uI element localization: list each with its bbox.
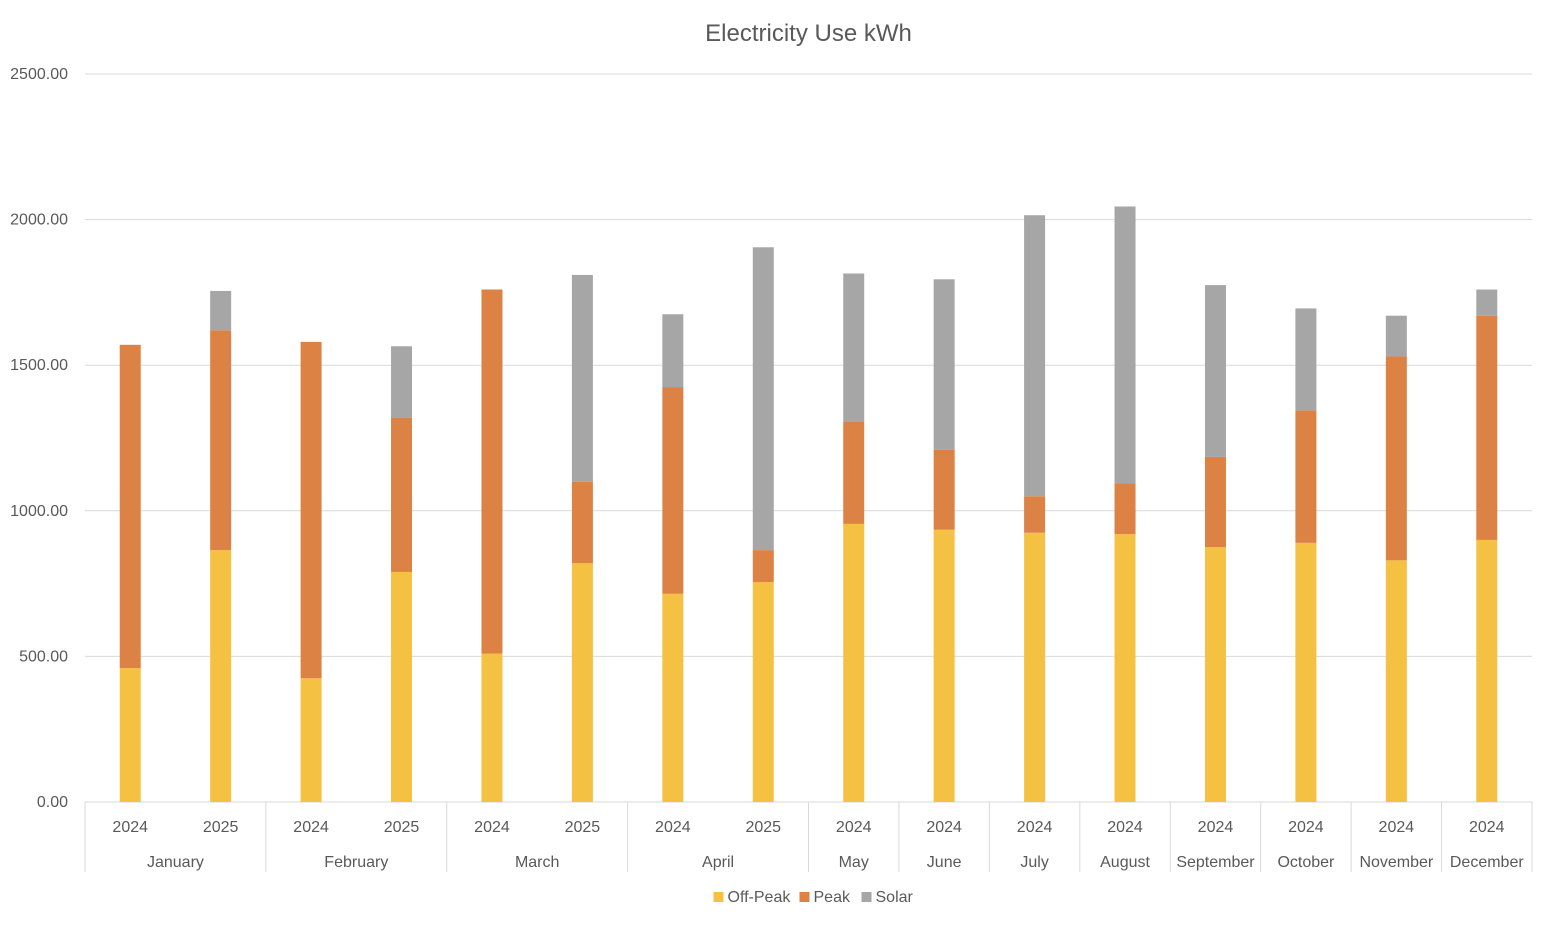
year-label: 2024 bbox=[655, 819, 691, 836]
year-label: 2024 bbox=[1379, 819, 1415, 836]
bar-segment-off-peak bbox=[210, 550, 232, 802]
bar-segment-peak bbox=[1476, 315, 1498, 540]
legend-label: Solar bbox=[876, 889, 914, 906]
y-tick-label: 0.00 bbox=[37, 794, 68, 811]
y-tick-label: 2500.00 bbox=[10, 66, 68, 83]
year-label: 2024 bbox=[1469, 819, 1505, 836]
bar-segment-solar bbox=[210, 290, 232, 331]
bar-segment-peak bbox=[1024, 496, 1046, 533]
bar-segment-off-peak bbox=[933, 529, 955, 802]
y-tick-label: 500.00 bbox=[19, 648, 68, 665]
month-label: May bbox=[839, 854, 869, 871]
month-label: March bbox=[515, 854, 559, 871]
bar-segment-peak bbox=[391, 417, 413, 572]
bar-segment-peak bbox=[210, 330, 232, 551]
y-tick-label: 2000.00 bbox=[10, 212, 68, 229]
year-label: 2025 bbox=[384, 819, 420, 836]
bar-segment-peak bbox=[843, 421, 865, 524]
bar-segment-peak bbox=[481, 289, 503, 654]
bar-segment-solar bbox=[1385, 315, 1407, 357]
month-label: July bbox=[1020, 854, 1048, 871]
bar-segment-solar bbox=[1114, 206, 1136, 484]
year-label: 2025 bbox=[745, 819, 781, 836]
bar-segment-peak bbox=[1385, 356, 1407, 561]
bar-segment-solar bbox=[843, 273, 865, 422]
year-label: 2025 bbox=[565, 819, 601, 836]
bar-segment-off-peak bbox=[843, 523, 865, 802]
bar-segment-off-peak bbox=[1204, 547, 1226, 802]
y-tick-label: 1000.00 bbox=[10, 503, 68, 520]
year-label: 2024 bbox=[293, 819, 329, 836]
year-label: 2024 bbox=[926, 819, 962, 836]
year-label: 2024 bbox=[1288, 819, 1324, 836]
bar-segment-off-peak bbox=[119, 668, 141, 802]
year-label: 2024 bbox=[1017, 819, 1053, 836]
y-tick-label: 1500.00 bbox=[10, 357, 68, 374]
bar-segment-peak bbox=[1204, 456, 1226, 548]
bar-segment-off-peak bbox=[1476, 539, 1498, 802]
bar-segment-peak bbox=[571, 481, 593, 564]
bar-segment-solar bbox=[662, 314, 684, 388]
year-label: 2024 bbox=[1198, 819, 1234, 836]
bar-segment-solar bbox=[571, 274, 593, 482]
bar-segment-peak bbox=[752, 550, 774, 583]
month-label: December bbox=[1450, 854, 1524, 871]
bar-segment-peak bbox=[662, 387, 684, 594]
bar-segment-peak bbox=[119, 344, 141, 669]
bar-segment-solar bbox=[1476, 289, 1498, 316]
bar-segment-solar bbox=[1024, 215, 1046, 497]
legend-label: Peak bbox=[814, 889, 851, 906]
bar-segment-solar bbox=[1295, 308, 1317, 411]
bar-segment-solar bbox=[1204, 285, 1226, 457]
bar-segment-off-peak bbox=[752, 582, 774, 802]
year-label: 2024 bbox=[836, 819, 872, 836]
year-label: 2024 bbox=[1107, 819, 1143, 836]
bar-segment-solar bbox=[391, 346, 413, 418]
year-label: 2024 bbox=[474, 819, 510, 836]
month-label: February bbox=[324, 854, 388, 871]
year-label: 2025 bbox=[203, 819, 239, 836]
bar-segment-peak bbox=[933, 449, 955, 530]
bar-segment-peak bbox=[300, 341, 322, 679]
legend-swatch-peak bbox=[799, 892, 810, 902]
bar-segment-off-peak bbox=[1114, 534, 1136, 802]
bar-segment-off-peak bbox=[300, 678, 322, 802]
bar-segment-peak bbox=[1114, 483, 1136, 535]
bar-segment-off-peak bbox=[481, 653, 503, 802]
month-label: September bbox=[1176, 854, 1255, 871]
month-label: October bbox=[1277, 854, 1335, 871]
bar-segment-solar bbox=[933, 279, 955, 450]
bar-segment-off-peak bbox=[571, 563, 593, 802]
month-label: January bbox=[147, 854, 204, 871]
bar-segment-peak bbox=[1295, 410, 1317, 543]
year-label: 2024 bbox=[112, 819, 148, 836]
bar-segment-off-peak bbox=[1024, 532, 1046, 802]
bar-segment-off-peak bbox=[1295, 542, 1317, 802]
legend-swatch-off-peak bbox=[713, 892, 724, 902]
legend-swatch-solar bbox=[861, 892, 872, 902]
month-label: June bbox=[927, 854, 962, 871]
bar-segment-off-peak bbox=[662, 593, 684, 802]
legend-label: Off-Peak bbox=[728, 889, 792, 906]
bar-segment-off-peak bbox=[391, 571, 413, 802]
chart-title: Electricity Use kWh bbox=[705, 20, 912, 47]
bar-segment-off-peak bbox=[1385, 560, 1407, 802]
month-label: August bbox=[1100, 854, 1150, 871]
bar-segment-solar bbox=[752, 247, 774, 551]
month-label: November bbox=[1359, 854, 1433, 871]
month-label: April bbox=[702, 854, 734, 871]
